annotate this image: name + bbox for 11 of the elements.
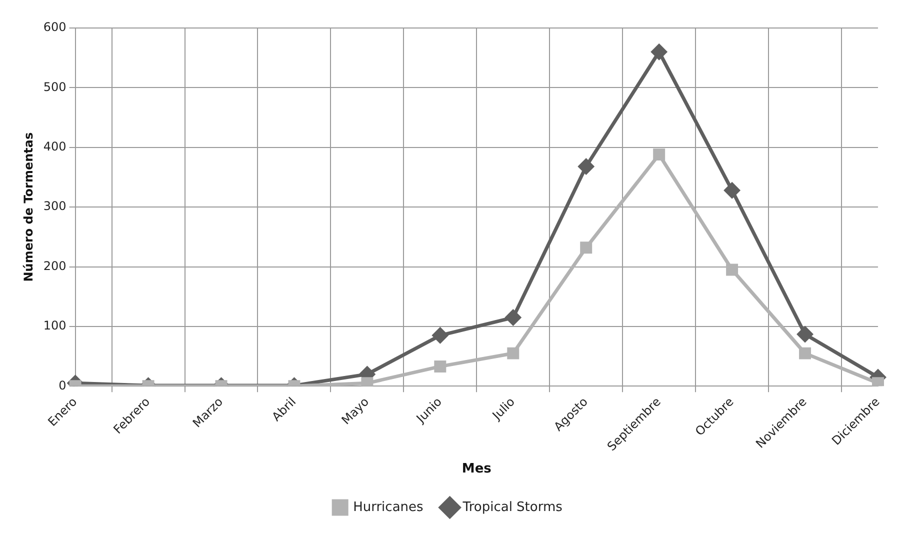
y-axis-title: Número de Tormentas bbox=[21, 132, 36, 282]
legend-label: Hurricanes bbox=[353, 500, 424, 515]
y-tick-label: 100 bbox=[43, 318, 66, 333]
y-tick-label: 500 bbox=[43, 80, 66, 94]
y-tick-label: 200 bbox=[43, 258, 66, 273]
legend-label: Tropical Storms bbox=[462, 500, 563, 515]
y-tick-label: 0 bbox=[58, 378, 66, 392]
y-tick-label: 300 bbox=[43, 199, 66, 214]
y-tick-label: 400 bbox=[43, 140, 66, 154]
x-axis-title: Mes bbox=[462, 462, 492, 477]
y-tick-label: 600 bbox=[43, 20, 66, 34]
